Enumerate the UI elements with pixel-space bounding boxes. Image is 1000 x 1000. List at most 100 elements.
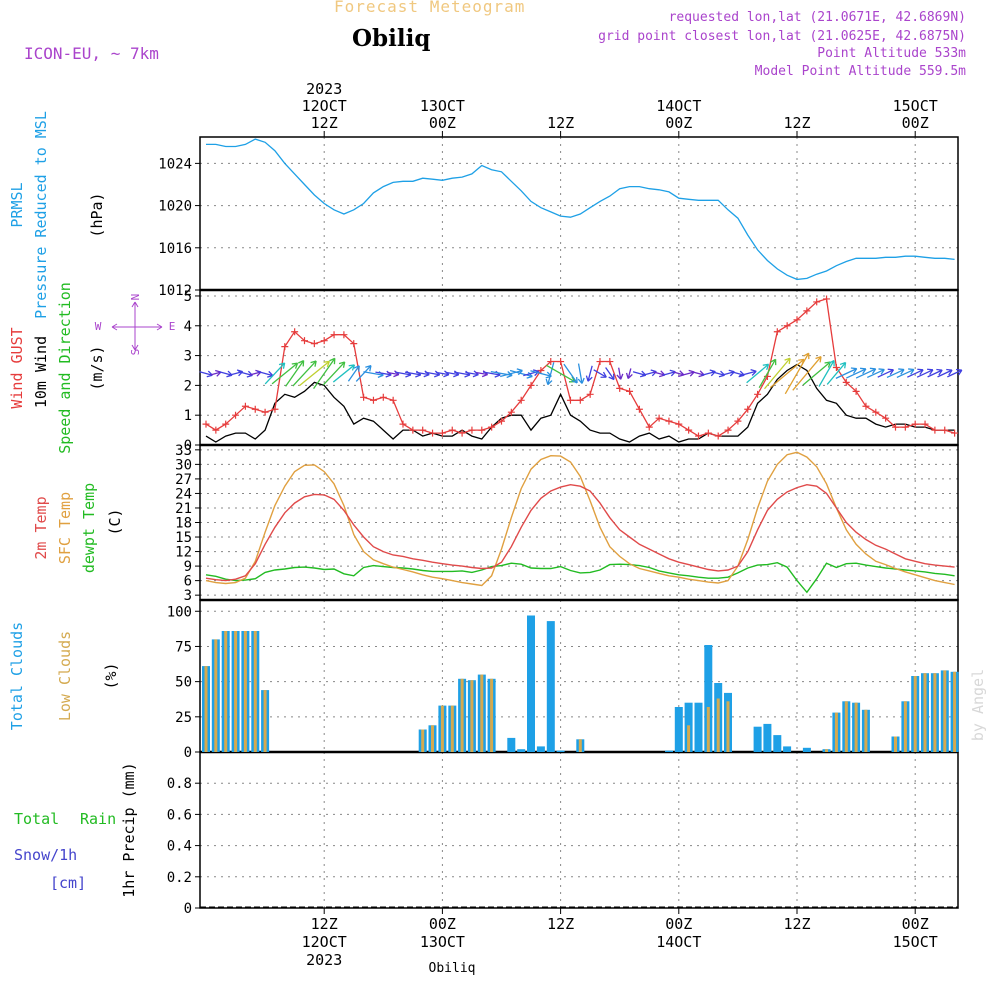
wind-arrow-shaft (264, 362, 286, 385)
gust-marker (281, 343, 289, 351)
gust-marker (724, 426, 732, 434)
low-cloud-bar (480, 674, 484, 752)
wind-arrow (210, 369, 222, 377)
wind-arrow-shaft (355, 365, 372, 382)
wind-arrow-shaft (835, 368, 857, 379)
y-tick-label: 18 (175, 516, 192, 532)
footer-location: Obiliq (429, 961, 476, 976)
wind-arrow (886, 368, 905, 379)
wind-arrow-head (600, 371, 607, 378)
y-tick-label: 3 (184, 349, 192, 365)
gust-marker (773, 328, 781, 336)
total-cloud-bar (546, 621, 555, 752)
total-cloud-bar (665, 750, 673, 752)
label-speed-direction: Speed and Direction (56, 282, 74, 454)
low-cloud-bar (864, 709, 868, 752)
wind-arrow-shaft (886, 368, 905, 379)
wind-arrow-shaft (662, 371, 676, 376)
wind-arrow-head (828, 359, 835, 367)
gust-marker (271, 405, 279, 413)
wind-arrow-shaft (404, 371, 421, 376)
label-dewpt-temp: dewpt Temp (80, 483, 98, 573)
gust-marker (586, 390, 594, 398)
gust-marker (232, 411, 240, 419)
wind-arrow (682, 369, 695, 377)
gust-marker (547, 358, 555, 366)
gust-marker (665, 417, 673, 425)
gust-marker (399, 420, 407, 428)
y-tick-label: 33 (175, 443, 192, 459)
wind-arrow-head (353, 365, 360, 372)
wind-arrow-head (338, 361, 346, 368)
gust-marker (616, 384, 624, 392)
wind-arrow-shaft (435, 371, 450, 376)
wind-arrow-shaft (627, 368, 632, 379)
gust-marker (488, 423, 496, 431)
gust-marker (330, 331, 338, 339)
low-cloud-bar (913, 676, 917, 752)
compass-s: S (129, 349, 142, 356)
wind-arrow-shaft (896, 368, 915, 379)
wind-arrow-head (616, 373, 624, 380)
wind-arrow (264, 362, 286, 385)
gust-marker (921, 420, 929, 428)
compass-rose: W E N S (95, 294, 176, 356)
low-cloud-bar (450, 705, 454, 752)
y-tick-label: 0.4 (167, 839, 192, 855)
low-cloud-bar (854, 702, 858, 752)
wind-arrow (632, 370, 647, 378)
wind-arrow-shaft (907, 369, 924, 378)
wind-arrow-shaft (332, 364, 355, 383)
wind-arrow-shaft (210, 371, 221, 376)
wind-arrow (758, 358, 777, 389)
wind-arrow-shaft (500, 369, 523, 378)
wind-arrow (375, 370, 392, 378)
wind-arrow-shaft (454, 371, 471, 376)
bottom-time-label: 14OCT (656, 933, 701, 951)
y-tick-label: 100 (167, 604, 192, 620)
gust-marker (251, 405, 259, 413)
wind-arrow-shaft (605, 367, 615, 380)
wind-arrow (563, 363, 578, 384)
y-tick-label: 6 (184, 574, 192, 590)
top-time-label: 14OCT (656, 97, 701, 115)
label-total: Total (14, 810, 59, 828)
gust-marker (823, 295, 831, 303)
y-tick-label: 75 (175, 639, 192, 655)
wind-arrow-shaft (784, 352, 810, 395)
low-cloud-bar (440, 705, 444, 752)
wind-arrow-head (878, 368, 885, 375)
y-tick-label: 1024 (158, 156, 192, 172)
y-tick-label: 0 (184, 745, 192, 761)
low-cloud-bar (204, 666, 208, 752)
wind-arrow (199, 370, 213, 378)
gust-marker (882, 414, 890, 422)
wind-arrow (219, 370, 233, 378)
gust-marker (754, 390, 762, 398)
label-pressure-unit: (hPa) (88, 192, 106, 237)
panel-wind: 0 1 2 3 4 5 (184, 289, 959, 454)
bottom-time-label: 13OCT (420, 933, 465, 951)
wind-arrow (347, 365, 360, 382)
wind-arrow-shaft (826, 362, 847, 385)
low-cloud-bar (834, 712, 838, 752)
total-cloud-bar (517, 749, 526, 752)
gust-marker (241, 402, 249, 410)
gust-marker (655, 414, 663, 422)
wind-arrow-head (310, 360, 317, 367)
bottom-time-label: 12Z (783, 915, 810, 933)
label-clouds-unit: (%) (102, 662, 120, 689)
wind-arrow-shaft (257, 370, 273, 377)
gust-marker (409, 426, 417, 434)
wind-arrow-head (839, 361, 847, 369)
gust-marker (852, 387, 860, 395)
total-cloud-bar (753, 726, 762, 752)
gust-marker (645, 423, 653, 431)
wind-arrow-head (936, 368, 943, 376)
top-time-label: 00Z (902, 114, 929, 132)
wind-arrow-head (784, 357, 791, 365)
wind-arrow-shaft (877, 369, 894, 378)
compass-w: W (95, 320, 102, 333)
wind-arrow-head (750, 369, 757, 376)
gust-marker (744, 405, 752, 413)
